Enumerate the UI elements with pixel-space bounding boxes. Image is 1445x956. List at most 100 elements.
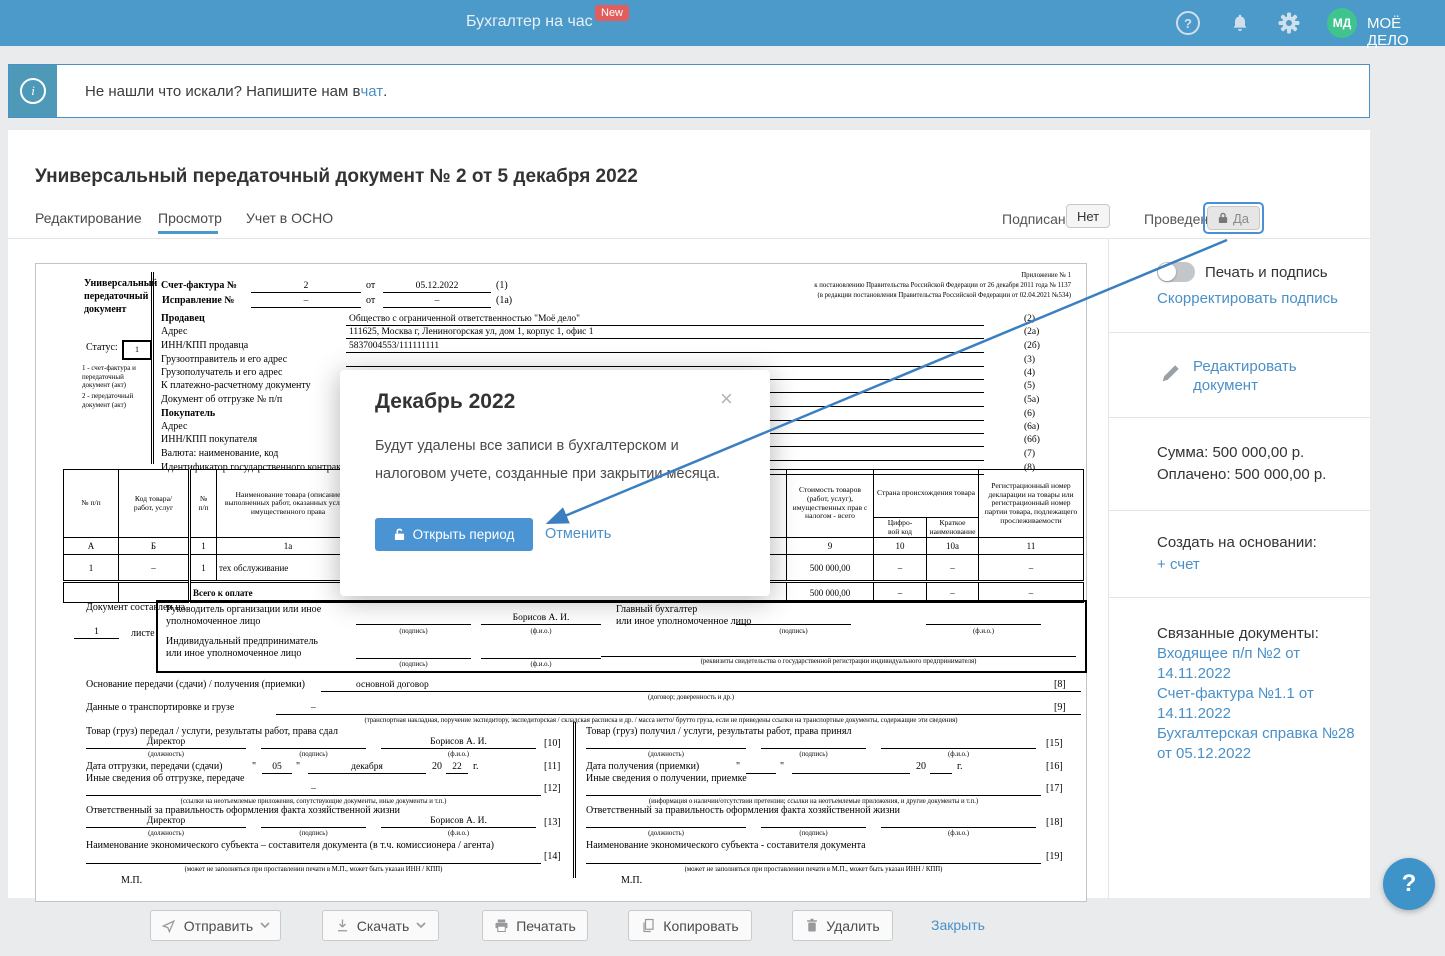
close-icon[interactable]: × bbox=[720, 386, 733, 411]
sign-caption: (подпись) bbox=[299, 830, 328, 837]
doc-row-label: Идентификатор государственного контракта bbox=[161, 462, 350, 473]
related-title: Связанные документы: bbox=[1157, 625, 1319, 642]
year-prefix: 20 bbox=[432, 761, 442, 772]
got-title: Товар (груз) получил / услуги, результат… bbox=[586, 726, 852, 737]
transport-caption: (транспортная накладная, поручение экспе… bbox=[364, 717, 958, 724]
post-caption: (должность) bbox=[648, 751, 684, 758]
subj-left-label: Наименование экономического субъекта – с… bbox=[86, 840, 494, 851]
lock-open-icon bbox=[394, 528, 404, 540]
fio-caption: (ф.и.о.) bbox=[947, 751, 970, 758]
fio-caption: (ф.и.о.) bbox=[447, 830, 470, 837]
fio-caption: (ф.и.о.) bbox=[972, 628, 995, 635]
print-label: Печатать bbox=[516, 917, 576, 934]
download-button[interactable]: Скачать bbox=[322, 910, 439, 941]
table-index-cell: 11 bbox=[978, 537, 1084, 556]
tabs-divider bbox=[8, 238, 1370, 239]
table-cell: – bbox=[873, 580, 927, 604]
table-cell: – bbox=[118, 554, 190, 583]
doc-row-value: Общество с ограниченной ответственностью… bbox=[346, 313, 984, 326]
related-doc-link[interactable]: Бухгалтерская справка №28 от 05.12.2022 bbox=[1157, 725, 1355, 762]
chat-link[interactable]: чат bbox=[360, 82, 384, 100]
sign-caption: (подпись) bbox=[399, 628, 428, 635]
delete-button[interactable]: Удалить bbox=[792, 910, 893, 941]
gear-icon[interactable] bbox=[1277, 11, 1301, 35]
lock-icon bbox=[1218, 212, 1228, 223]
download-label: Скачать bbox=[356, 917, 410, 934]
help-icon[interactable]: ? bbox=[1176, 11, 1200, 35]
related-doc-link[interactable]: Входящее п/п №2 от 14.11.2022 bbox=[1157, 645, 1301, 682]
table-cell: 500 000,00 bbox=[786, 554, 874, 583]
cancel-link[interactable]: Отменить bbox=[545, 526, 612, 542]
banner-text: Не нашли что искали? Напишите нам в чат. bbox=[57, 65, 387, 117]
edit-line2: документ bbox=[1193, 377, 1258, 394]
signers-box bbox=[156, 600, 1087, 673]
transport-label: Данные о транспортировке и грузе bbox=[86, 702, 235, 713]
related-doc-link[interactable]: Счет-фактура №1.1 от 14.11.2022 bbox=[1157, 685, 1314, 722]
doc-row-num: (7) bbox=[1024, 449, 1036, 459]
table-header-cell: Страна происхождения товара bbox=[873, 469, 979, 518]
doc-row-label: Адрес bbox=[161, 326, 188, 337]
num-12: [12] bbox=[544, 783, 561, 794]
quote: " bbox=[296, 761, 301, 772]
resp-left-post: Директор bbox=[86, 815, 246, 828]
got-fio-line bbox=[881, 736, 1036, 749]
banner-text-part: Не нашли что искали? Напишите нам в bbox=[85, 82, 361, 100]
mp-right: М.П. bbox=[621, 875, 643, 886]
resp-left-sign-line bbox=[261, 815, 366, 828]
invoice-label: Счет-фактура № bbox=[161, 280, 237, 291]
create-invoice-link[interactable]: + счет bbox=[1157, 556, 1200, 573]
help-fab[interactable]: ? bbox=[1383, 858, 1435, 910]
ip-label-2: или иное уполномоченное лицо bbox=[166, 648, 302, 659]
print-sign-toggle[interactable] bbox=[1157, 262, 1195, 282]
resp-right-label: Ответственный за правильность оформления… bbox=[586, 805, 901, 816]
tab-view[interactable]: Просмотр bbox=[158, 210, 222, 226]
info-glyph: i bbox=[20, 78, 46, 104]
ship-year: 22 bbox=[446, 761, 468, 774]
ship-day: 05 bbox=[262, 761, 292, 774]
num-14: [14] bbox=[544, 851, 561, 862]
modal-title: Декабрь 2022 bbox=[375, 390, 516, 413]
posted-badge[interactable]: Да bbox=[1207, 206, 1261, 230]
signed-badge[interactable]: Нет bbox=[1066, 204, 1111, 228]
correct-sign-link[interactable]: Скорректировать подпись bbox=[1157, 290, 1338, 307]
table-index-cell: 10 bbox=[873, 537, 927, 556]
doc-row-label: Валюта: наименование, код bbox=[161, 448, 279, 459]
basis-label: Основание передачи (сдачи) / получения (… bbox=[86, 679, 305, 690]
avatar[interactable]: МД bbox=[1327, 8, 1357, 38]
recv-day-line bbox=[746, 761, 776, 774]
fio-caption: (ф.и.о.) bbox=[947, 830, 970, 837]
toggle-knob bbox=[1158, 263, 1176, 281]
sidebar-section-divider bbox=[1108, 332, 1370, 333]
close-page-link[interactable]: Закрыть bbox=[931, 917, 985, 933]
basis-value: основной договор bbox=[321, 679, 1081, 692]
print-button[interactable]: Печатать bbox=[482, 910, 588, 941]
post-caption: (должность) bbox=[648, 830, 684, 837]
resp-right-sign-line bbox=[761, 815, 866, 828]
num-10: [10] bbox=[544, 738, 561, 749]
send-label: Отправить bbox=[183, 917, 254, 934]
recv-year-line bbox=[930, 761, 952, 774]
tab-editing[interactable]: Редактирование bbox=[35, 210, 142, 226]
send-button[interactable]: Отправить bbox=[150, 910, 281, 941]
appendix-line3: (в редакции постановления Правительства … bbox=[817, 292, 1071, 299]
brand-name[interactable]: МОЁ ДЕЛО bbox=[1367, 15, 1409, 49]
gave-title: Товар (груз) передал / услуги, результат… bbox=[86, 726, 338, 737]
signed-value: Нет bbox=[1077, 208, 1100, 224]
sign-caption: (подпись) bbox=[299, 751, 328, 758]
bell-icon[interactable] bbox=[1228, 11, 1252, 35]
num-1: (1) bbox=[496, 280, 508, 291]
sheets-word: листе bbox=[131, 628, 155, 639]
doc-row-num: (6а) bbox=[1024, 422, 1040, 432]
tab-osno[interactable]: Учет в ОСНО bbox=[246, 210, 334, 226]
edit-document-link[interactable]: Редактировать документ bbox=[1193, 358, 1297, 394]
topbar-title: Бухгалтер на час bbox=[466, 13, 593, 30]
copy-button[interactable]: Копировать bbox=[628, 910, 752, 941]
other-ship-caption: (ссылки на неотъемлемые приложения, сопу… bbox=[180, 798, 447, 805]
mp-left-caption: (может не заполняться при проставлении п… bbox=[184, 866, 443, 873]
post-caption: (должность) bbox=[148, 751, 184, 758]
table-cell: тех обслуживание bbox=[216, 554, 360, 583]
appendix-line2: к постановлению Правительства Российской… bbox=[814, 282, 1071, 289]
related-documents: Входящее п/п №2 от 14.11.2022 Счет-факту… bbox=[1157, 644, 1357, 764]
corr-label: Исправление № bbox=[162, 295, 235, 306]
open-period-button[interactable]: Открыть период bbox=[375, 518, 533, 551]
